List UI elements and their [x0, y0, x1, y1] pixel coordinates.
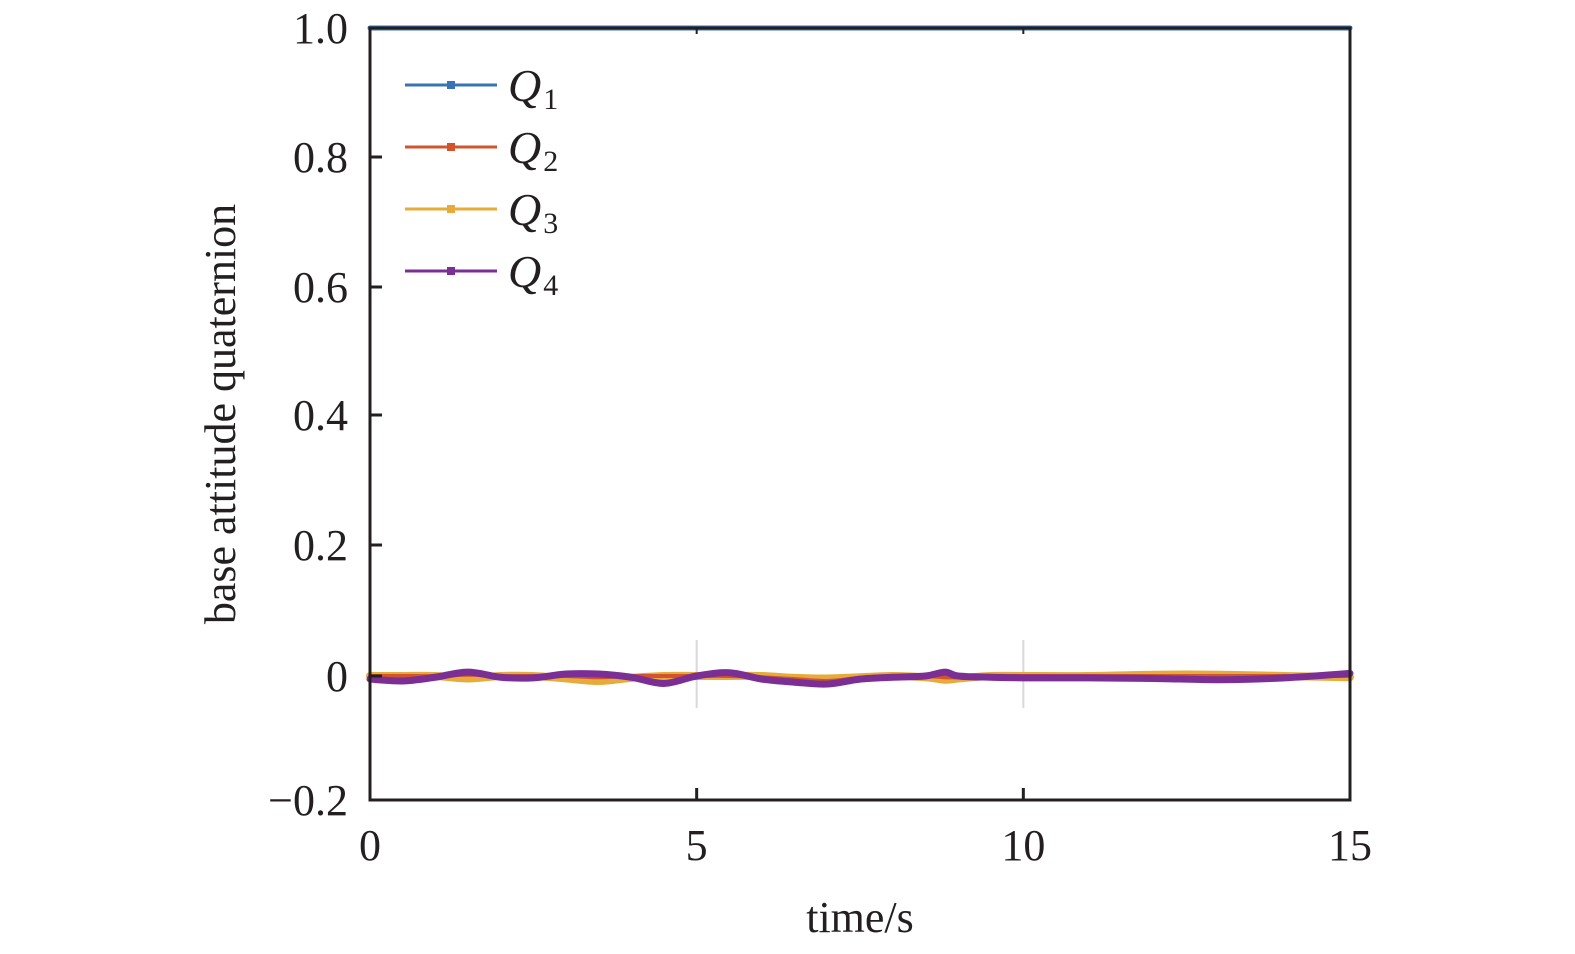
- series-line-q4: [366, 668, 1354, 688]
- y-tick-label: 0.4: [293, 391, 348, 440]
- legend-marker-icon: [447, 81, 455, 89]
- legend-item-q3: Q3: [405, 184, 558, 240]
- legend-label: Q3: [508, 184, 558, 240]
- legend-marker-icon: [447, 143, 455, 151]
- x-axis-ticks: 0 5 10 15: [359, 28, 1372, 870]
- legend-marker-icon: [447, 267, 455, 275]
- y-axis-ticks: −0.2 0 0.2 0.4 0.6 0.8 1.0: [268, 4, 382, 825]
- x-tick-label: 5: [686, 821, 708, 870]
- plot-area: −0.200.20.40.60.81.0 0 5 10 15: [268, 4, 1372, 870]
- legend-label: Q2: [508, 122, 558, 178]
- x-tick-label: 0: [359, 821, 381, 870]
- y-tick-label: 0.6: [293, 263, 348, 312]
- y-tick-label: 1.0: [293, 4, 348, 53]
- legend-marker-icon: [447, 205, 455, 213]
- y-tick-label: 0.2: [293, 521, 348, 570]
- x-tick-label: 10: [1001, 821, 1045, 870]
- x-tick-label: 15: [1328, 821, 1372, 870]
- y-tick-label: −0.2: [268, 776, 348, 825]
- y-tick-label: 0.8: [293, 133, 348, 182]
- y-axis-title: base attitude quaternion: [196, 204, 245, 624]
- y-tick-label: 0: [326, 652, 348, 701]
- x-axis-title: time/s: [806, 893, 914, 942]
- legend-item-q2: Q2: [405, 122, 558, 178]
